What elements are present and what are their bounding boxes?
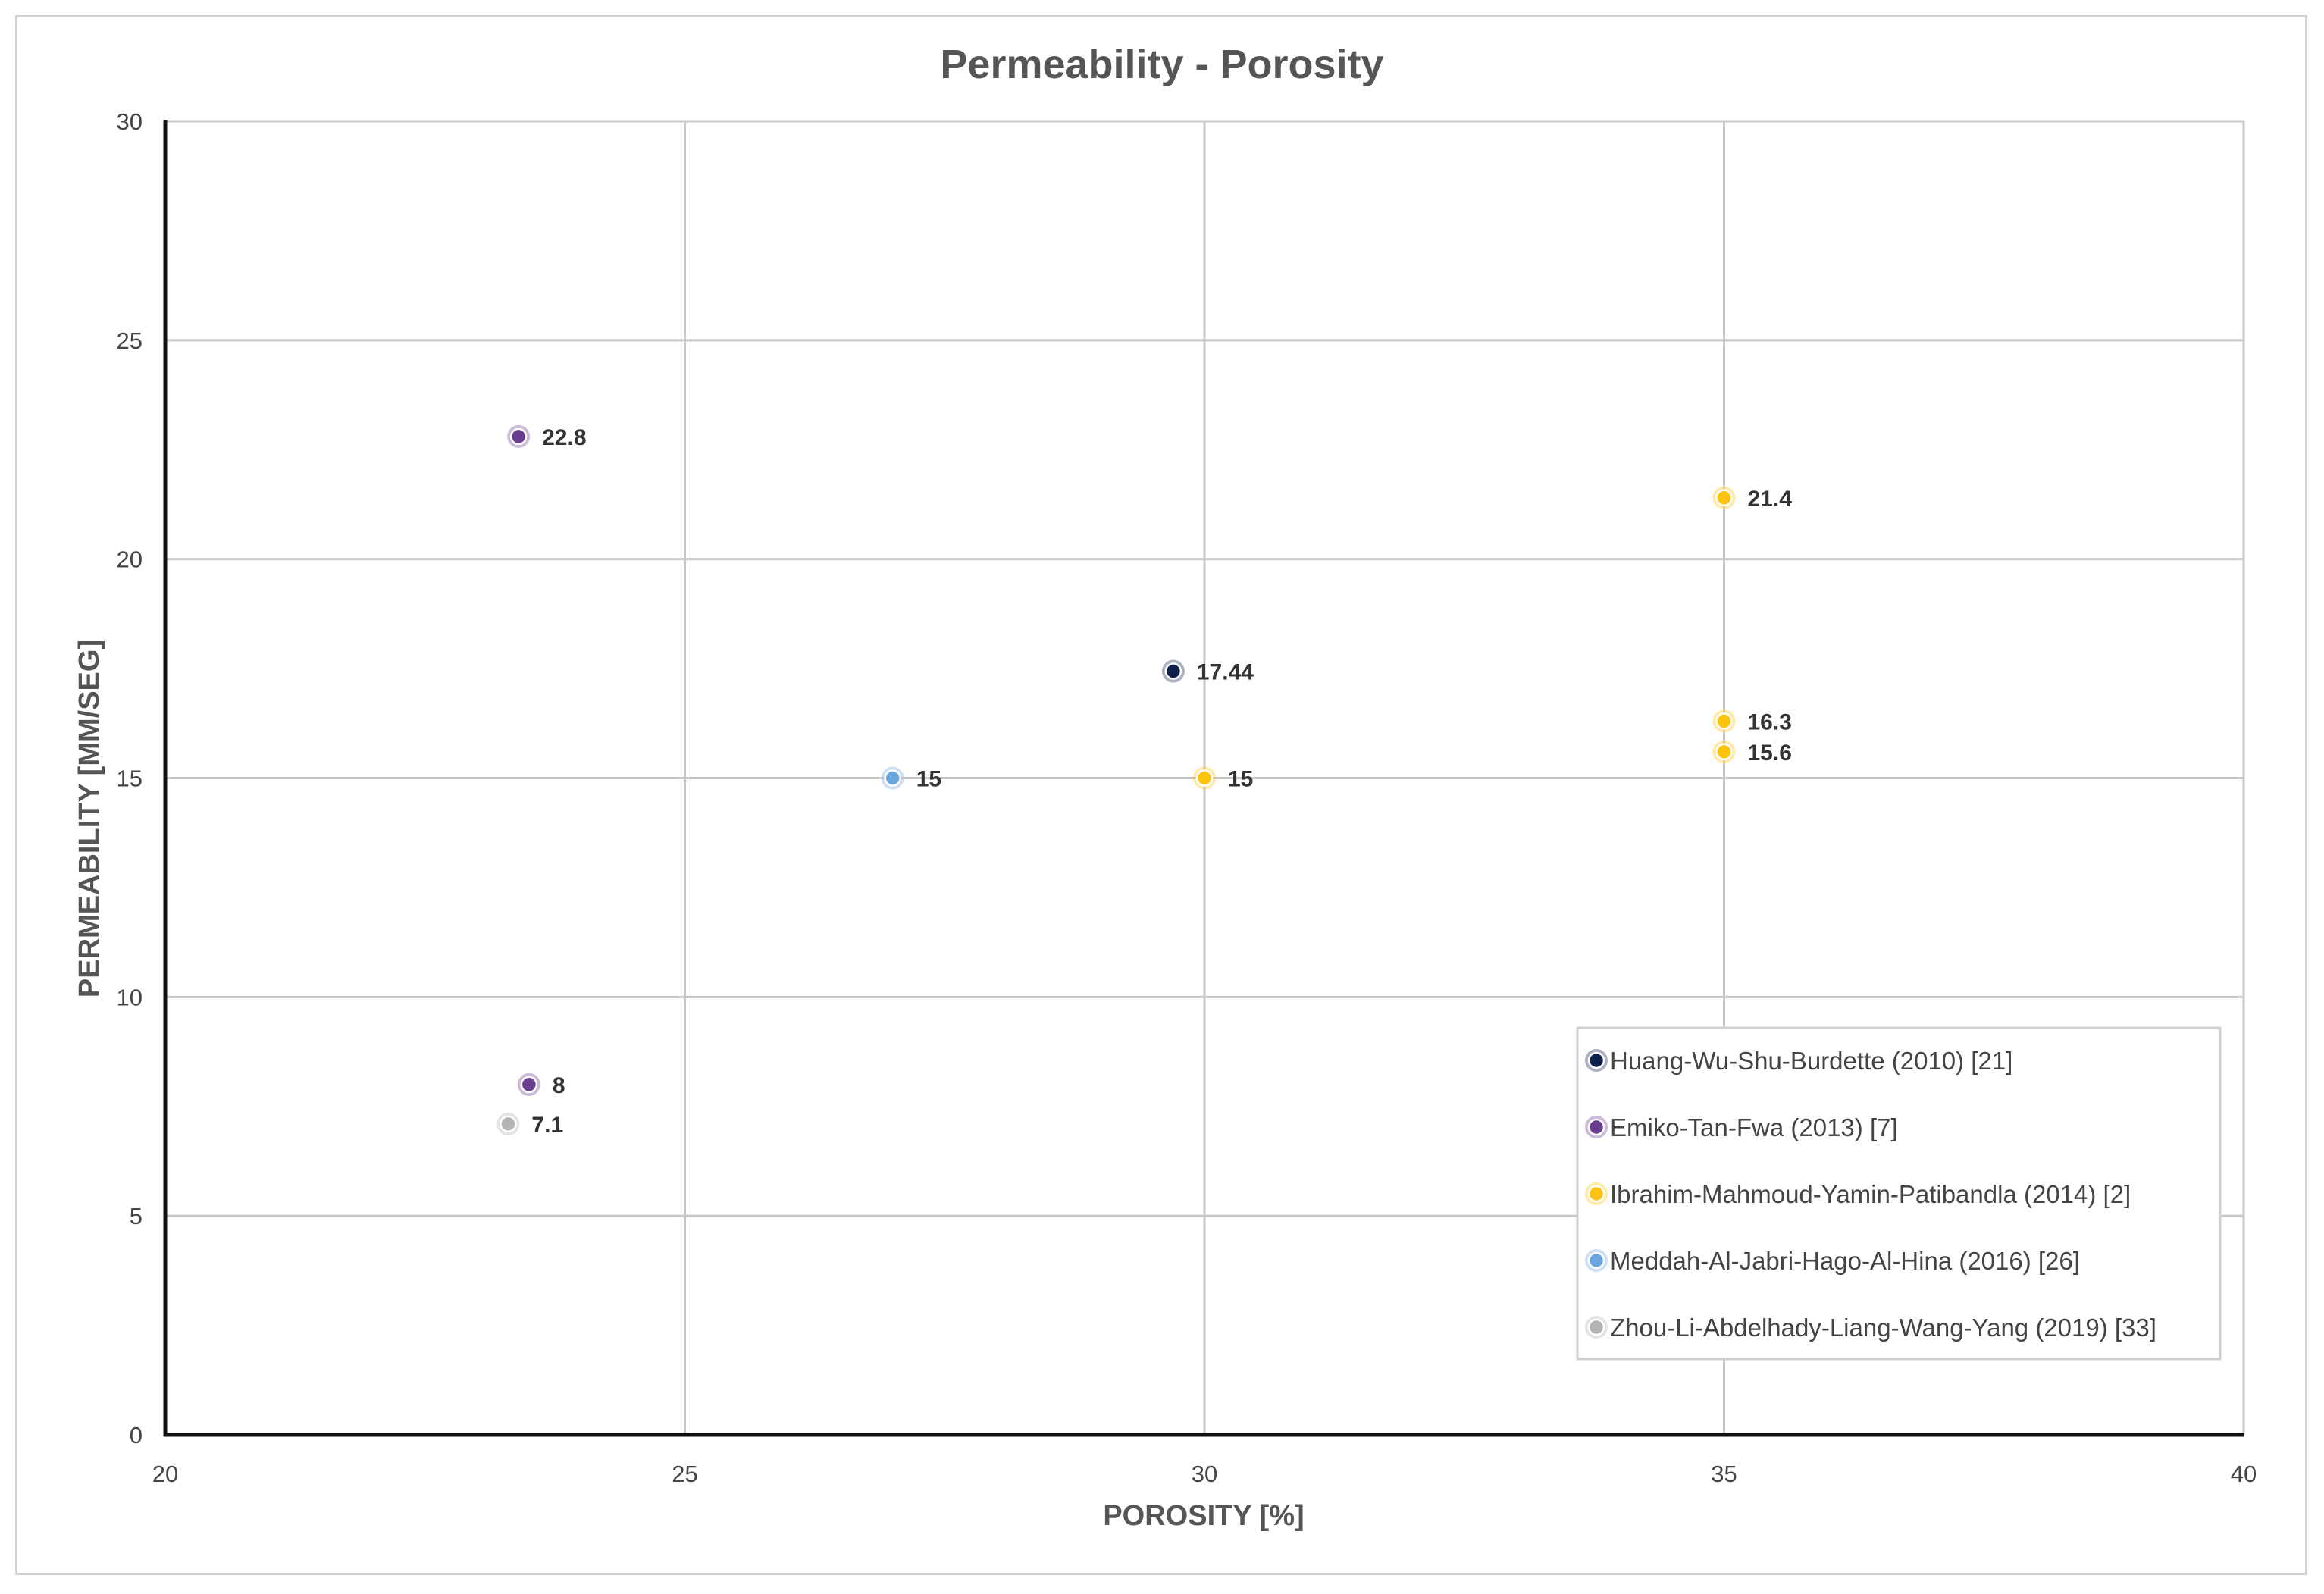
data-point bbox=[520, 1076, 538, 1094]
x-axis-title: POROSITY [%] bbox=[1103, 1500, 1304, 1532]
data-label: 21.4 bbox=[1748, 487, 1793, 512]
data-label: 15 bbox=[1228, 767, 1253, 792]
legend: Huang-Wu-Shu-Burdette (2010) [21] Emiko-T… bbox=[1576, 1026, 2222, 1361]
axes bbox=[163, 120, 2244, 1437]
data-label: 8 bbox=[553, 1073, 565, 1098]
legend-label: Meddah-Al-Jabri-Hago-Al-Hina (2016) [26] bbox=[1610, 1247, 2080, 1275]
y-tick-label-10: 10 bbox=[117, 984, 143, 1010]
data-label: 17.44 bbox=[1197, 660, 1254, 685]
legend-label: Emiko-Tan-Fwa (2013) [7] bbox=[1610, 1113, 1898, 1141]
data-label: 22.8 bbox=[542, 425, 586, 450]
legend-label: Ibrahim-Mahmoud-Yamin-Patibandla (2014) … bbox=[1610, 1180, 2131, 1208]
data-point bbox=[1164, 662, 1182, 680]
data-point bbox=[1715, 712, 1733, 730]
legend-box bbox=[1576, 1026, 2222, 1361]
y-tick-label-0: 0 bbox=[130, 1422, 143, 1448]
x-tick-label-20: 20 bbox=[152, 1461, 178, 1487]
x-tick-label-35: 35 bbox=[1711, 1461, 1737, 1487]
y-axis-title: PERMEABILITY [MM/SEG] bbox=[74, 640, 105, 997]
y-tick-label-25: 25 bbox=[117, 327, 143, 354]
legend-marker bbox=[1587, 1251, 1605, 1270]
data-point bbox=[509, 427, 528, 446]
data-label: 16.3 bbox=[1748, 709, 1792, 734]
data-point bbox=[1195, 769, 1214, 787]
grid bbox=[165, 120, 2245, 1435]
legend-label: Zhou-Li-Abdelhady-Liang-Wang-Yang (2019)… bbox=[1610, 1314, 2156, 1342]
chart-title: Permeability - Porosity bbox=[940, 42, 1383, 87]
x-tick-label-40: 40 bbox=[2231, 1461, 2257, 1487]
x-tick-label-30: 30 bbox=[1192, 1461, 1217, 1487]
legend-marker bbox=[1587, 1318, 1605, 1336]
tick-labels: 20 25 30 35 40 0 5 10 15 20 25 30 bbox=[117, 108, 2257, 1487]
data-point bbox=[1715, 743, 1733, 761]
data-point bbox=[500, 1115, 517, 1133]
data-label: 15.6 bbox=[1748, 741, 1792, 766]
data-point bbox=[884, 769, 901, 787]
legend-label: Huang-Wu-Shu-Burdette (2010) [21] bbox=[1610, 1047, 2012, 1075]
legend-marker bbox=[1587, 1051, 1605, 1069]
y-tick-label-20: 20 bbox=[117, 546, 143, 573]
y-tick-label-30: 30 bbox=[117, 108, 143, 135]
data-labels: 17.44 22.8 8 21.4 16.3 15.6 15 15 7.1 bbox=[531, 425, 1792, 1138]
legend-marker bbox=[1587, 1118, 1605, 1136]
legend-marker bbox=[1587, 1185, 1605, 1203]
y-tick-label-15: 15 bbox=[117, 766, 143, 792]
data-label: 15 bbox=[916, 767, 941, 792]
x-tick-label-25: 25 bbox=[672, 1461, 697, 1487]
legend-items: Huang-Wu-Shu-Burdette (2010) [21] Emiko-T… bbox=[1585, 1047, 2156, 1342]
data-point bbox=[1715, 489, 1733, 507]
data-points bbox=[496, 424, 1736, 1135]
y-tick-label-5: 5 bbox=[130, 1203, 143, 1229]
data-label: 7.1 bbox=[531, 1113, 563, 1138]
